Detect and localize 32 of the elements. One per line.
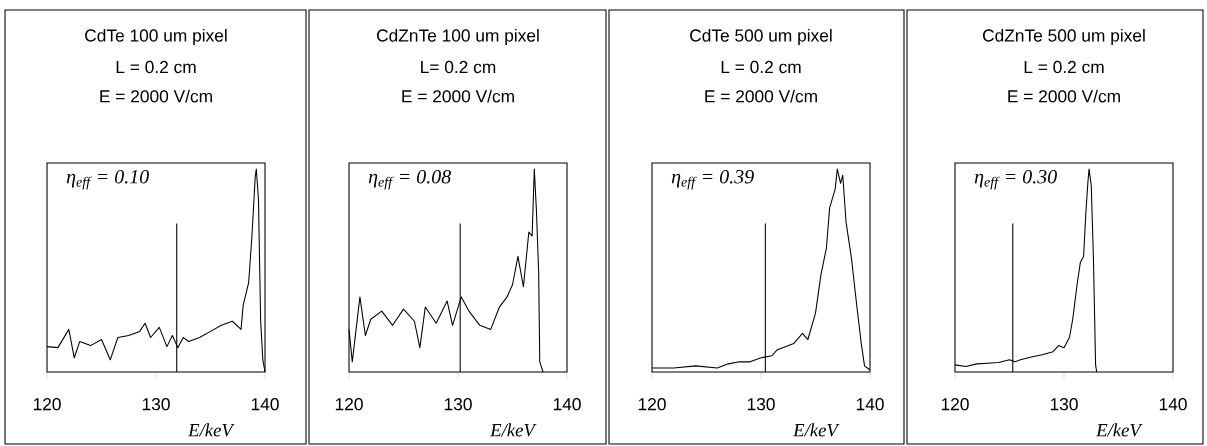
- x-tick-label: 140: [553, 398, 581, 411]
- x-tick-label: 120: [638, 398, 666, 411]
- text: L = 0.2 cm: [116, 60, 196, 74]
- text: L= 0.2 cm: [421, 60, 496, 74]
- annotation: η$_{eff}$ = 0.30: [974, 169, 1057, 190]
- x-tick-label: 140: [251, 398, 279, 411]
- x-tick-label: 130: [747, 398, 775, 411]
- chart-title: CdTe 500 um pixel: [690, 28, 832, 46]
- annotation: η$_{eff}$ = 0.39: [671, 169, 754, 190]
- x-tick-label: 130: [1050, 398, 1078, 411]
- x-axis-title: E/keV: [490, 423, 537, 437]
- x-axis-title: E/keV: [793, 423, 840, 437]
- annotation: η$_{eff}$ = 0.10: [66, 169, 149, 190]
- x-tick-label: 140: [856, 398, 884, 411]
- x-tick-label: 120: [33, 398, 61, 411]
- text: L = 0.2 cm: [1024, 60, 1104, 74]
- x-tick-label: 140: [1159, 398, 1187, 411]
- text: E = 2000 V/cm: [100, 89, 212, 103]
- x-tick-label: 120: [335, 398, 363, 411]
- text: L = 0.2 cm: [721, 60, 801, 74]
- chart-title: CdZnTe 500 um pixel: [982, 28, 1145, 46]
- text: E = 2000 V/cm: [1008, 89, 1120, 103]
- text: E = 2000 V/cm: [705, 89, 817, 103]
- x-axis-title: E/keV: [188, 423, 235, 437]
- x-tick-label: 130: [142, 398, 170, 411]
- text: E = 2000 V/cm: [402, 89, 514, 103]
- x-tick-label: 130: [444, 398, 472, 411]
- chart-title: CdTe 100 um pixel: [85, 28, 227, 46]
- annotation: η$_{eff}$ = 0.08: [368, 169, 451, 190]
- x-tick-label: 120: [941, 398, 969, 411]
- chart-title: CdZnTe 100 um pixel: [376, 28, 539, 46]
- x-axis-title: E/keV: [1096, 423, 1143, 437]
